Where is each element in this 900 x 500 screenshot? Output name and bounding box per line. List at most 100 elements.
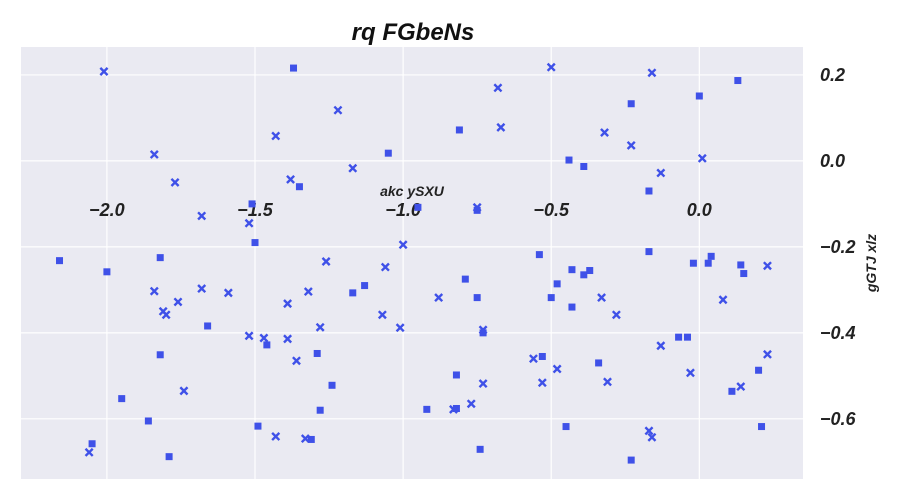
data-point-x <box>763 261 772 271</box>
data-point-square <box>737 261 745 269</box>
data-point-square <box>165 453 173 461</box>
data-point-square <box>461 275 469 283</box>
data-point-square <box>627 100 635 108</box>
data-point-x <box>656 341 666 351</box>
data-point-square <box>156 254 164 262</box>
data-point-x <box>170 177 180 187</box>
data-point-x <box>271 431 281 441</box>
data-point-square <box>313 349 321 357</box>
data-point-square <box>645 248 653 256</box>
y-tick-label: −0.6 <box>820 409 857 429</box>
data-point-x <box>395 323 405 333</box>
data-point-square <box>349 289 357 297</box>
data-point-x <box>656 168 666 178</box>
data-point-square <box>263 341 271 349</box>
data-point-x <box>286 174 296 184</box>
data-point-x <box>478 379 488 389</box>
data-point-square <box>728 387 736 395</box>
data-point-x <box>644 426 654 436</box>
data-point-square <box>689 259 697 267</box>
data-point-x <box>478 325 488 335</box>
data-point-square <box>473 206 481 214</box>
data-point-square <box>156 351 164 359</box>
data-point-x <box>259 333 269 343</box>
data-point-square <box>307 435 315 443</box>
data-point-square <box>755 366 763 374</box>
data-point-x <box>380 262 390 272</box>
x-tick-label: −1.0 <box>385 200 421 220</box>
data-point-x <box>398 240 408 250</box>
data-point-square <box>251 239 259 247</box>
data-point-square <box>455 126 463 134</box>
data-point-square <box>535 251 543 259</box>
data-point-x <box>244 218 254 228</box>
data-point-square <box>452 371 460 379</box>
x-tick-label: −1.5 <box>237 200 274 220</box>
data-point-square <box>414 203 422 211</box>
y-tick-label: −0.4 <box>820 323 856 343</box>
x-tick-label: −0.5 <box>533 200 570 220</box>
x-axis-label: akc ySXU <box>380 183 445 199</box>
data-point-square <box>476 445 484 453</box>
grid-lines <box>21 47 803 479</box>
data-point-square <box>580 271 588 279</box>
data-point-square <box>707 252 715 260</box>
data-point-x <box>99 67 109 76</box>
data-point-x <box>626 140 636 150</box>
data-point-x <box>603 377 612 387</box>
data-point-x <box>315 322 325 332</box>
data-point-square <box>316 406 324 414</box>
data-point-square <box>586 267 594 275</box>
data-point-x <box>611 310 621 320</box>
data-point-square <box>423 405 431 413</box>
data-point-x <box>449 404 458 414</box>
y-axis-label: gGTJ xlz <box>863 234 879 293</box>
data-point-square <box>103 268 111 276</box>
data-point-square <box>204 322 212 330</box>
data-point-x <box>597 293 607 303</box>
data-point-square <box>580 162 588 170</box>
data-point-square <box>56 257 64 265</box>
data-point-square <box>295 183 303 191</box>
data-point-square <box>734 77 742 85</box>
data-point-x <box>377 310 387 320</box>
data-point-x <box>303 287 313 297</box>
y-tick-label: 0.2 <box>820 65 845 85</box>
data-point-x <box>537 378 547 388</box>
data-point-x <box>685 368 695 378</box>
data-point-x <box>600 128 609 137</box>
data-point-square <box>361 282 369 290</box>
data-point-x <box>493 83 503 93</box>
data-point-square <box>645 187 653 195</box>
data-point-x <box>321 257 331 266</box>
data-point-x <box>149 286 159 296</box>
data-point-x <box>197 211 207 221</box>
data-point-x <box>283 299 293 309</box>
y-tick-label: −0.2 <box>820 237 856 257</box>
data-point-square <box>758 423 766 431</box>
data-point-x <box>149 150 159 159</box>
data-point-square <box>328 381 336 389</box>
data-point-x <box>84 447 94 457</box>
data-point-x <box>161 310 171 320</box>
data-points <box>56 62 772 464</box>
x-tick-label: 0.0 <box>687 200 712 220</box>
data-point-x <box>472 202 482 212</box>
data-point-x <box>271 131 281 141</box>
data-point-x <box>546 62 556 72</box>
data-point-square <box>675 333 683 341</box>
data-point-x <box>244 331 254 341</box>
data-point-square <box>144 417 152 425</box>
data-point-square <box>473 294 481 302</box>
data-point-square <box>695 92 703 100</box>
x-tick-label: −2.0 <box>89 200 125 220</box>
data-point-square <box>568 303 576 311</box>
y-tick-labels: 0.2 0.0 −0.2 −0.4 −0.6 <box>820 65 857 429</box>
data-point-square <box>290 64 298 72</box>
plot-area <box>21 47 803 479</box>
data-point-x <box>223 288 233 298</box>
data-point-x <box>283 334 293 344</box>
x-tick-labels: −2.0 −1.5 −1.0 −0.5 0.0 <box>89 200 712 220</box>
data-point-square <box>553 280 561 288</box>
data-point-x <box>552 364 562 374</box>
